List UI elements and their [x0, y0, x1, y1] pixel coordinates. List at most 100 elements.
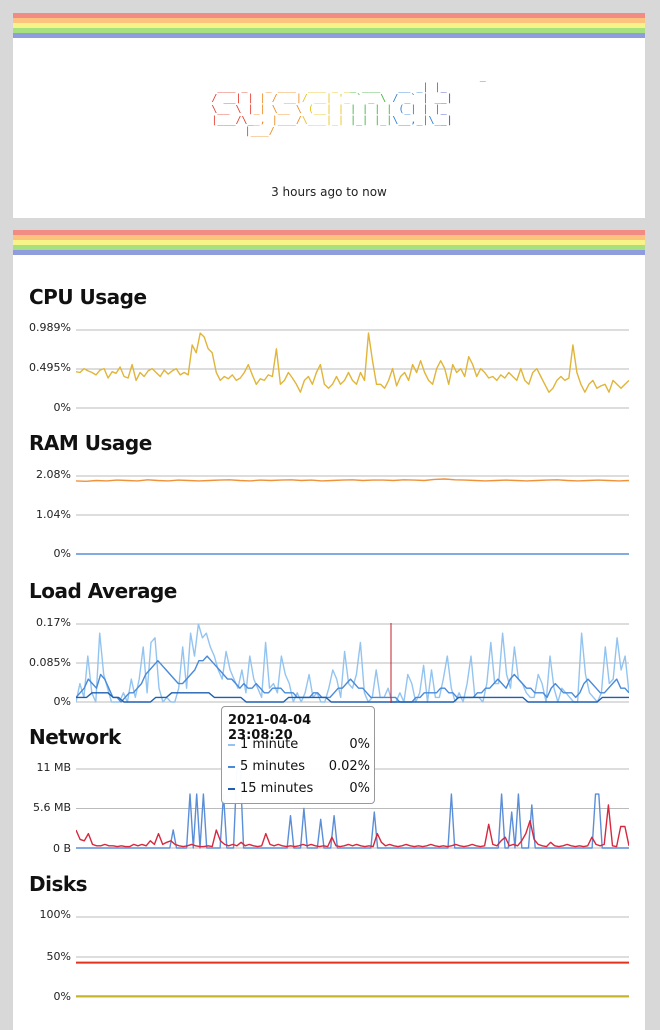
- logo-glyph: _: [313, 93, 320, 104]
- logo-glyph: |: [259, 93, 266, 104]
- network-tick-max: 11 MB: [36, 761, 71, 774]
- logo-glyph: |: [338, 104, 345, 115]
- logo-glyph: _: [313, 82, 320, 93]
- logo-glyph: |: [446, 115, 453, 126]
- disks-tick-max: 100%: [39, 908, 71, 921]
- logo-glyph: /: [301, 93, 308, 104]
- load-tooltip: 2021-04-04 23:08:20 1 minute 0% 5 minute…: [221, 706, 375, 804]
- logo-glyph: |: [446, 93, 453, 104]
- logo-glyph: _: [416, 82, 423, 93]
- rainbow-stripe: [13, 28, 645, 33]
- ram-series-line: [76, 478, 629, 483]
- tooltip-series-name: 5 minutes: [240, 759, 306, 774]
- tooltip-series-name: 1 minute: [240, 737, 299, 752]
- logo-glyph: \: [295, 104, 302, 115]
- network-series-line: [76, 804, 629, 848]
- logo-glyph: _: [368, 82, 375, 93]
- logo-glyph: |: [259, 104, 266, 115]
- logo-glyph: |: [325, 104, 333, 115]
- logo-glyph: ,: [259, 115, 266, 126]
- logo-glyph: _: [362, 82, 369, 93]
- logo-glyph: |: [422, 82, 429, 93]
- logo-glyph: _: [283, 93, 290, 104]
- logo-glyph: _: [319, 115, 326, 126]
- ram-chart[interactable]: [76, 475, 629, 555]
- network-chart[interactable]: [76, 768, 629, 849]
- logo-glyph: _: [344, 82, 351, 93]
- logo-glyph: |: [295, 93, 302, 104]
- logo-glyph: _: [289, 115, 296, 126]
- load-tick-min: 0%: [53, 695, 71, 708]
- logo-glyph: _: [253, 104, 260, 115]
- logo-glyph: _: [223, 82, 230, 93]
- logo-glyph: \: [235, 104, 242, 115]
- rainbow-stripe: [13, 250, 645, 255]
- logo-glyph: _: [283, 104, 290, 115]
- tooltip-series-value: 0.02%: [328, 759, 370, 774]
- logo-glyph: _: [380, 115, 387, 126]
- rainbow-stripe: [13, 33, 645, 38]
- logo-glyph: /: [235, 115, 242, 126]
- rainbow-stripe: [13, 240, 645, 245]
- logo-glyph: _: [434, 93, 441, 104]
- logo-glyph: _: [229, 82, 236, 93]
- cpu-chart[interactable]: [76, 329, 629, 409]
- logo-glyph: _: [256, 126, 263, 137]
- logo-glyph: _: [398, 82, 405, 93]
- tooltip-row-15min: 15 minutes 0%: [228, 781, 370, 796]
- rainbow-bar: [13, 230, 645, 255]
- logo-glyph: |: [374, 115, 381, 126]
- logo-glyph: |: [410, 104, 417, 115]
- logo-glyph: |: [338, 115, 345, 126]
- logo-glyph: \: [380, 93, 387, 104]
- logo-glyph: _: [440, 115, 447, 126]
- logo-glyph: _: [241, 82, 248, 93]
- logo-glyph: _: [217, 115, 224, 126]
- tooltip-row-1min: 1 minute 0%: [228, 737, 370, 752]
- logo-glyph: _: [398, 115, 405, 126]
- load-chart[interactable]: [76, 623, 629, 703]
- logo-glyph: _: [229, 115, 236, 126]
- logo-glyph: |: [325, 93, 333, 104]
- logo-glyph: \: [392, 115, 399, 126]
- load-tick-mid: 0.085%: [29, 656, 71, 669]
- logo-glyph: \: [241, 115, 248, 126]
- logo-glyph: /: [271, 93, 278, 104]
- logo-glyph: _: [307, 115, 314, 126]
- logo-glyph: |: [434, 104, 441, 115]
- legend-swatch-1min: [228, 743, 235, 746]
- tooltip-timestamp: 2021-04-04 23:08:20: [228, 713, 312, 743]
- charts-card: CPU Usage 0.989% 0.495% 0% RAM Usage 2.0…: [13, 230, 645, 1030]
- logo-glyph: ,: [410, 115, 417, 126]
- logo-glyph: _: [479, 71, 486, 82]
- cpu-series-line: [76, 332, 629, 393]
- logo-glyph: ': [338, 93, 345, 104]
- network-tick-min: 0 B: [52, 842, 71, 855]
- network-series-line: [76, 768, 629, 849]
- disks-chart[interactable]: [76, 916, 629, 998]
- time-range-label[interactable]: 3 hours ago to now: [271, 185, 387, 199]
- logo-glyph: \: [211, 104, 218, 115]
- logo-glyph: _: [265, 82, 272, 93]
- logo-glyph: _: [247, 115, 254, 126]
- logo-glyph: _: [283, 115, 290, 126]
- logo-glyph: _: [350, 82, 357, 93]
- ram-tick-mid: 1.04%: [36, 508, 71, 521]
- logo-glyph: [447, 82, 453, 93]
- logo-glyph: |: [434, 82, 441, 93]
- load-chart-title: Load Average: [29, 579, 177, 603]
- logo-glyph: |: [247, 93, 254, 104]
- logo-glyph: _: [344, 93, 351, 104]
- rainbow-stripe: [13, 245, 645, 250]
- logo-glyph: |: [374, 104, 381, 115]
- logo-glyph: _: [404, 115, 411, 126]
- logo-glyph: _: [404, 104, 411, 115]
- logo-glyph: /: [211, 93, 218, 104]
- tooltip-series-value: 0%: [349, 781, 370, 796]
- logo-glyph: |: [350, 115, 357, 126]
- logo-glyph: _: [332, 115, 339, 126]
- logo-glyph: _: [434, 115, 441, 126]
- logo-glyph: |: [362, 104, 369, 115]
- logo-glyph: `: [410, 93, 417, 104]
- rainbow-stripe: [13, 230, 645, 235]
